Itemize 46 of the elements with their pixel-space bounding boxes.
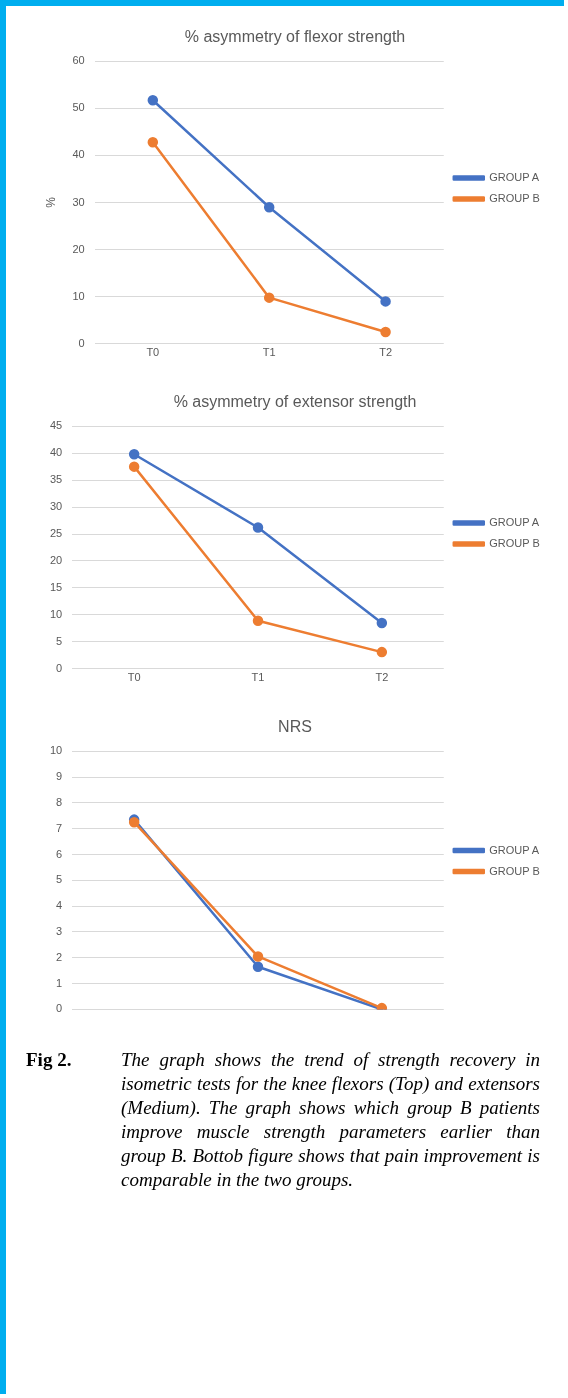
x-tick-label: T0 — [146, 346, 160, 359]
y-tick-label: 25 — [49, 527, 63, 540]
caption: Fig 2. — [26, 1048, 73, 1072]
y-tick-label: 60 — [72, 54, 85, 67]
y-tick-label: 10 — [49, 744, 63, 757]
y-tick-label: 50 — [72, 101, 85, 114]
y-tick-label: 35 — [49, 473, 63, 486]
y-tick-label: 20 — [72, 242, 85, 255]
y-tick-label: 8 — [56, 795, 63, 808]
legend-label: GROUP A — [489, 171, 540, 184]
y-tick-label: 6 — [56, 847, 63, 860]
x-tick-label: T2 — [379, 346, 392, 359]
y-tick-label: 20 — [49, 554, 63, 567]
chart-title: % asymmetry of flexor strength — [184, 28, 406, 46]
y-tick-label: 0 — [56, 661, 63, 674]
y-tick-label: 5 — [56, 634, 63, 647]
y-tick-label: 30 — [72, 195, 85, 208]
y-tick-label: 1 — [56, 976, 63, 989]
x-tick-label: T1 — [262, 346, 276, 359]
text: The graph shows the trend of strength recovery in isometric tests for the knee flexors (Top) and extensors (Medium). The graph shows which group B patients improve muscle strength parameters earlier than group B. Bottob figure shows that pain improvement is comparable in the two groups. — [121, 1048, 540, 1192]
legend-label: GROUP B — [489, 864, 540, 877]
y-tick-label: 40 — [49, 446, 63, 459]
y-tick-label: 10 — [72, 289, 85, 302]
y-tick-label: 5 — [56, 873, 63, 886]
chart-title: % asymmetry of extensor strength — [173, 393, 417, 411]
y-tick-label: 3 — [56, 924, 63, 937]
legend-label: GROUP B — [489, 537, 540, 550]
y-tick-label: 30 — [49, 500, 63, 513]
y-tick-label: 4 — [56, 899, 63, 912]
y-tick-label: 9 — [56, 770, 63, 783]
y-tick-label: 2 — [56, 950, 63, 963]
y-tick-label: 0 — [78, 336, 85, 349]
x-tick-label: T0 — [127, 671, 141, 684]
y-tick-label: 10 — [49, 607, 63, 620]
x-tick-label: T2 — [375, 671, 389, 684]
y-tick-label: 7 — [56, 821, 63, 834]
legend-label: GROUP B — [489, 192, 540, 205]
y-tick-label: 15 — [49, 580, 63, 593]
legend-label: GROUP A — [489, 516, 540, 529]
y-tick-label: 0 — [56, 1002, 63, 1015]
chart-title: NRS — [278, 718, 312, 736]
y-tick-label: 40 — [72, 148, 85, 161]
x-tick-label: T1 — [251, 671, 265, 684]
y-tick-label: 45 — [49, 419, 63, 432]
y-axis-title: % — [43, 196, 58, 208]
legend-label: GROUP A — [489, 843, 540, 856]
